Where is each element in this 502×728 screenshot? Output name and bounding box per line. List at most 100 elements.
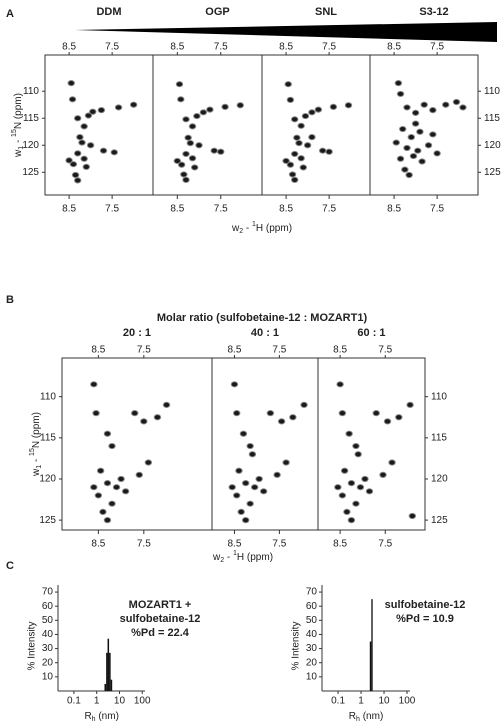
x-tick-label: 1 <box>94 696 100 707</box>
peak <box>301 112 310 120</box>
axis-label-part: 15 <box>29 448 36 456</box>
peak <box>188 155 197 162</box>
peak <box>459 104 467 111</box>
x-tick-label: 7.5 <box>105 42 119 53</box>
peak <box>103 517 112 524</box>
peak <box>356 484 365 491</box>
axis-label-part: - <box>13 137 24 146</box>
y-tick-label: 20 <box>306 657 318 668</box>
axis-label-part: - <box>243 223 252 234</box>
peak <box>188 123 197 130</box>
peak <box>388 459 396 466</box>
x-tick-label: 7.5 <box>430 204 444 215</box>
peak <box>288 171 297 178</box>
peak <box>289 414 297 421</box>
peak <box>379 471 387 478</box>
peak <box>90 484 98 491</box>
axis-label-part: w <box>212 552 221 563</box>
peak <box>199 109 208 116</box>
peak <box>177 161 186 168</box>
peak <box>121 488 130 495</box>
peak <box>291 116 299 123</box>
y-tick-label: 50 <box>42 615 54 626</box>
peak <box>297 122 305 129</box>
y-tick-label: 50 <box>306 615 318 626</box>
peak <box>299 164 308 171</box>
peak <box>80 155 88 162</box>
x-tick-label: 7.5 <box>137 539 151 550</box>
axis-label-part: N (ppm) <box>31 412 42 448</box>
panel-label: A <box>6 8 14 20</box>
y-tick-label: 40 <box>42 629 54 640</box>
spectrum-title: OGP <box>205 6 229 18</box>
spectrum-frame <box>317 357 426 531</box>
peak <box>352 500 360 507</box>
y-tick-label: 110 <box>23 86 39 97</box>
peak <box>255 475 263 483</box>
peak <box>131 410 139 417</box>
peak <box>177 96 185 103</box>
peak <box>246 500 254 507</box>
peak <box>140 418 148 425</box>
x-tick-label: 7.5 <box>378 539 392 550</box>
histogram-bar <box>106 652 108 691</box>
peak <box>112 484 121 491</box>
peak <box>65 157 73 164</box>
peak <box>99 147 108 154</box>
peak <box>343 508 351 515</box>
peak <box>180 171 188 178</box>
y-tick-label: 110 <box>484 86 500 97</box>
peak <box>293 134 301 141</box>
peak <box>308 134 316 141</box>
x-tick-label: 7.5 <box>322 42 336 53</box>
x-tick-label: 7.5 <box>378 345 392 356</box>
peak <box>94 492 103 499</box>
peak <box>297 155 305 162</box>
peak <box>74 177 82 184</box>
peak <box>182 116 190 123</box>
histogram-bar <box>110 679 113 691</box>
peak <box>411 109 420 116</box>
x-tick-label: 8.5 <box>228 539 242 550</box>
x-axis-label: Rh (nm) <box>84 711 118 724</box>
y-tick-label: 20 <box>42 657 54 668</box>
peak <box>206 106 214 113</box>
peak <box>259 488 268 495</box>
peak <box>69 161 78 168</box>
peak <box>153 414 162 421</box>
x-tick-label: 8.5 <box>62 204 76 215</box>
axis-label-part: H (ppm) <box>237 552 273 563</box>
y-tick-label: 115 <box>23 113 39 124</box>
axis-label-part: R <box>349 711 356 722</box>
axis-label-part: R <box>84 711 91 722</box>
peak <box>308 109 316 116</box>
peak <box>233 492 241 499</box>
spectrum-title: DDM <box>96 6 121 18</box>
y-tick-label: 10 <box>42 672 54 683</box>
y-tick-label: 125 <box>431 515 448 526</box>
peak <box>82 163 91 170</box>
peak <box>284 81 292 88</box>
peak <box>190 164 199 171</box>
peak <box>394 80 403 87</box>
y-tick-label: 115 <box>431 432 447 443</box>
axis-label-part: 15 <box>11 129 18 137</box>
peak <box>303 142 312 149</box>
peak <box>365 488 374 495</box>
peak <box>340 467 349 474</box>
peak <box>236 102 244 109</box>
peak <box>233 410 241 417</box>
peak <box>110 149 118 156</box>
peak <box>408 512 417 520</box>
peak <box>74 115 82 122</box>
peak <box>144 459 153 466</box>
spectrum-frame <box>211 357 319 531</box>
peak <box>338 492 347 499</box>
x-tick-label: 8.5 <box>333 539 347 550</box>
axis-label-part: w <box>13 149 24 158</box>
histogram-bar <box>109 652 111 691</box>
histogram-bar <box>369 641 372 691</box>
peak <box>239 430 248 437</box>
y-tick-label: 30 <box>42 643 54 654</box>
axis-label-part: w <box>231 223 240 234</box>
